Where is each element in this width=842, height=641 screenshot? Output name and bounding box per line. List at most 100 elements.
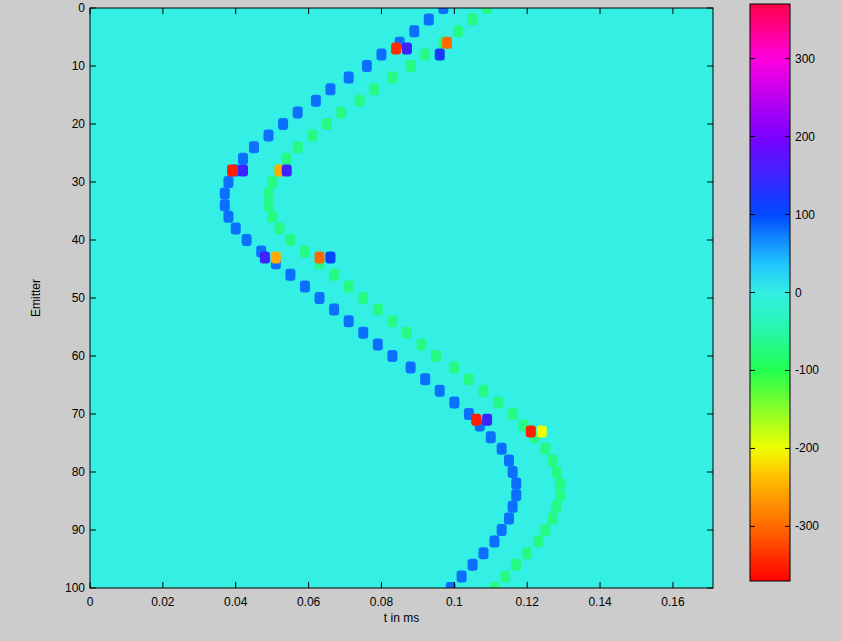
colorbar-tick bbox=[750, 448, 755, 449]
colorbar-tick bbox=[750, 58, 755, 59]
cell bbox=[223, 176, 233, 188]
y-tick bbox=[90, 66, 96, 67]
y-tick bbox=[707, 66, 713, 67]
colorbar-tick bbox=[785, 214, 790, 215]
cell bbox=[431, 350, 441, 362]
cell bbox=[311, 95, 321, 107]
x-tick bbox=[527, 8, 528, 14]
cell bbox=[464, 373, 474, 385]
y-tick bbox=[707, 8, 713, 9]
x-tick-label: 0.04 bbox=[224, 595, 248, 609]
cell bbox=[493, 396, 503, 408]
cell bbox=[511, 478, 521, 490]
x-tick bbox=[381, 8, 382, 14]
cell bbox=[344, 315, 354, 327]
y-tick-label: 40 bbox=[72, 233, 86, 247]
cell bbox=[355, 95, 365, 107]
cell bbox=[242, 234, 252, 246]
y-tick bbox=[90, 124, 96, 125]
cell bbox=[267, 176, 277, 188]
x-tick bbox=[600, 8, 601, 14]
cell bbox=[220, 188, 230, 200]
cell bbox=[471, 414, 481, 426]
cell bbox=[344, 72, 354, 84]
x-tick bbox=[90, 582, 91, 588]
cell bbox=[300, 246, 310, 258]
cell bbox=[282, 153, 292, 165]
cell bbox=[500, 570, 510, 582]
cell bbox=[468, 559, 478, 571]
colorbar-tick-label: 200 bbox=[795, 130, 815, 144]
cell bbox=[329, 304, 339, 316]
y-tick-label: 10 bbox=[72, 59, 86, 73]
cell bbox=[264, 199, 274, 211]
cell bbox=[293, 106, 303, 118]
x-tick-label: 0 bbox=[87, 595, 94, 609]
cell bbox=[435, 48, 445, 60]
y-tick bbox=[707, 240, 713, 241]
cell bbox=[533, 536, 543, 548]
cell bbox=[457, 570, 467, 582]
cell bbox=[231, 222, 241, 234]
x-tick bbox=[235, 8, 236, 14]
y-tick-label: 100 bbox=[65, 581, 85, 595]
y-axis-title: Emitter bbox=[29, 279, 43, 317]
cell bbox=[315, 292, 325, 304]
x-tick-label: 0.02 bbox=[151, 595, 175, 609]
x-axis-title: t in ms bbox=[384, 611, 419, 625]
cell bbox=[376, 48, 386, 60]
y-tick-label: 50 bbox=[72, 291, 86, 305]
cell bbox=[508, 466, 518, 478]
cell bbox=[551, 466, 561, 478]
cell bbox=[537, 425, 547, 437]
cell bbox=[420, 48, 430, 60]
cell bbox=[449, 396, 459, 408]
cell bbox=[504, 454, 514, 466]
cell bbox=[508, 408, 518, 420]
colorbar-tick bbox=[785, 370, 790, 371]
x-tick-label: 0.08 bbox=[370, 595, 394, 609]
y-tick bbox=[90, 472, 96, 473]
colorbar-tick-label: -200 bbox=[795, 441, 819, 455]
y-tick-label: 80 bbox=[72, 465, 86, 479]
cell bbox=[362, 60, 372, 72]
cell bbox=[406, 60, 416, 72]
plot-background bbox=[90, 8, 713, 588]
cell bbox=[344, 280, 354, 292]
cell bbox=[540, 524, 550, 536]
y-tick bbox=[707, 182, 713, 183]
cell bbox=[358, 292, 368, 304]
cell bbox=[322, 118, 332, 130]
cell bbox=[373, 304, 383, 316]
cell bbox=[486, 431, 496, 443]
y-tick bbox=[707, 298, 713, 299]
cell bbox=[369, 83, 379, 95]
colorbar-tick-label: 0 bbox=[795, 286, 802, 300]
cell bbox=[238, 164, 248, 176]
cell bbox=[511, 489, 521, 501]
cell bbox=[307, 130, 317, 142]
cell bbox=[278, 118, 288, 130]
cell bbox=[285, 234, 295, 246]
colorbar-tick bbox=[785, 292, 790, 293]
plot-frame bbox=[90, 8, 713, 588]
cell bbox=[325, 251, 335, 263]
colorbar bbox=[750, 4, 790, 581]
cell bbox=[420, 373, 430, 385]
cell bbox=[409, 25, 419, 37]
colorbar-tick bbox=[750, 526, 755, 527]
x-tick bbox=[235, 582, 236, 588]
x-tick bbox=[308, 8, 309, 14]
x-tick bbox=[454, 8, 455, 14]
cell bbox=[391, 43, 401, 55]
colorbar-tick bbox=[750, 292, 755, 293]
cell bbox=[478, 385, 488, 397]
cell bbox=[551, 501, 561, 513]
x-tick bbox=[381, 582, 382, 588]
y-tick bbox=[707, 356, 713, 357]
x-tick-label: 0.14 bbox=[588, 595, 612, 609]
figure-background bbox=[0, 0, 842, 641]
cell bbox=[249, 141, 259, 153]
cell bbox=[264, 188, 274, 200]
cell bbox=[548, 454, 558, 466]
